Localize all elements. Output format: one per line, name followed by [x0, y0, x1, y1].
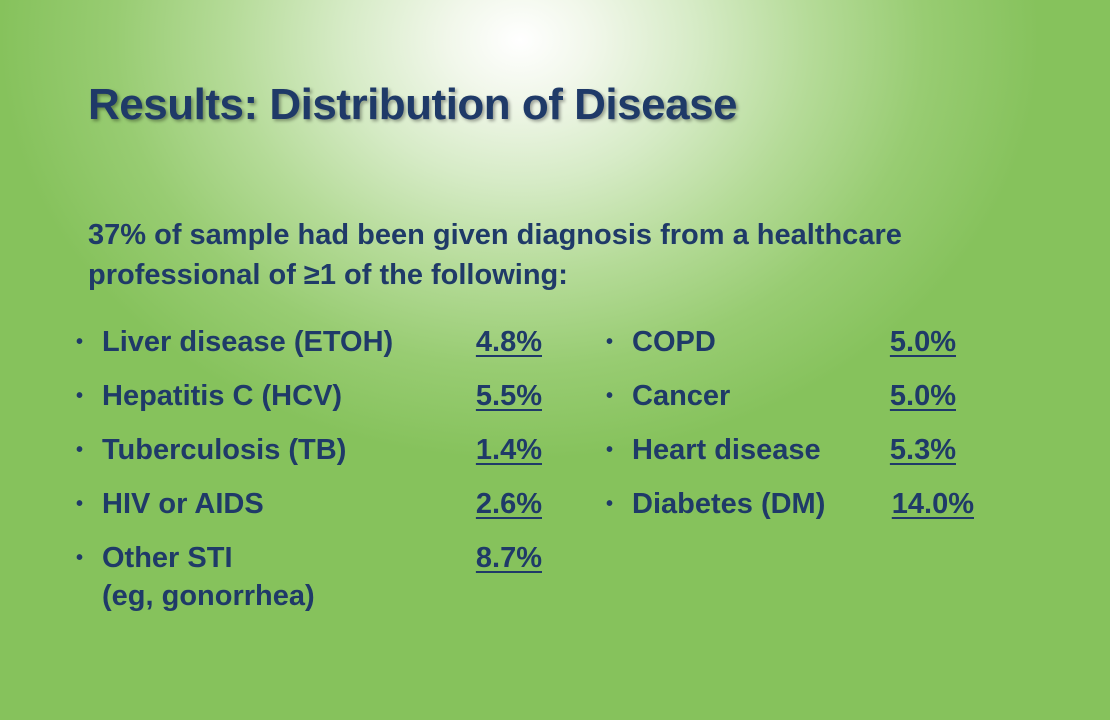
bullet-dot-icon: • [76, 331, 84, 353]
bullet-dot-icon: • [76, 547, 84, 569]
disease-percentage: 5.5% [475, 380, 542, 412]
disease-list-right: • COPD 5.0% • Cancer 5.0% • Heart diseas… [606, 322, 986, 538]
list-item: • HIV or AIDS 2.6% [76, 484, 556, 538]
disease-label: Other STI [102, 542, 233, 574]
disease-label: COPD [632, 326, 716, 358]
disease-percentage: 5.0% [889, 326, 956, 358]
disease-sublabel: (eg, gonorrhea) [102, 580, 315, 612]
slide-title: Results: Distribution of Disease [88, 80, 738, 129]
list-item: • Tuberculosis (TB) 1.4% [76, 430, 556, 484]
disease-percentage: 5.3% [889, 434, 956, 466]
bullet-dot-icon: • [606, 331, 614, 353]
list-item: • Heart disease 5.3% [606, 430, 986, 484]
disease-label: Diabetes (DM) [632, 488, 826, 520]
intro-text: 37% of sample had been given diagnosis f… [88, 219, 902, 291]
disease-percentage: 4.8% [475, 326, 542, 358]
list-item: • COPD 5.0% [606, 322, 986, 376]
bullet-dot-icon: • [76, 439, 84, 461]
disease-label: Hepatitis C (HCV) [102, 380, 343, 412]
bullet-dot-icon: • [76, 493, 84, 515]
list-item: • Cancer 5.0% [606, 376, 986, 430]
list-item: • Other STI (eg, gonorrhea) 8.7% [76, 538, 556, 622]
bullet-dot-icon: • [606, 385, 614, 407]
disease-percentage: 8.7% [475, 542, 542, 574]
bullet-dot-icon: • [606, 439, 614, 461]
disease-label: Liver disease (ETOH) [102, 326, 394, 358]
bullet-dot-icon: • [76, 385, 84, 407]
disease-percentage: 2.6% [475, 488, 542, 520]
disease-label: HIV or AIDS [102, 488, 264, 520]
list-item: • Diabetes (DM) 14.0% [606, 484, 986, 538]
bullet-dot-icon: • [606, 493, 614, 515]
disease-percentage: 14.0% [891, 488, 974, 520]
disease-percentage: 5.0% [889, 380, 956, 412]
list-item: • Liver disease (ETOH) 4.8% [76, 322, 556, 376]
disease-list-left: • Liver disease (ETOH) 4.8% • Hepatitis … [76, 322, 556, 622]
disease-label: Tuberculosis (TB) [102, 434, 347, 466]
disease-label: Cancer [632, 380, 731, 412]
disease-label: Heart disease [632, 434, 821, 466]
list-item: • Hepatitis C (HCV) 5.5% [76, 376, 556, 430]
disease-percentage: 1.4% [475, 434, 542, 466]
